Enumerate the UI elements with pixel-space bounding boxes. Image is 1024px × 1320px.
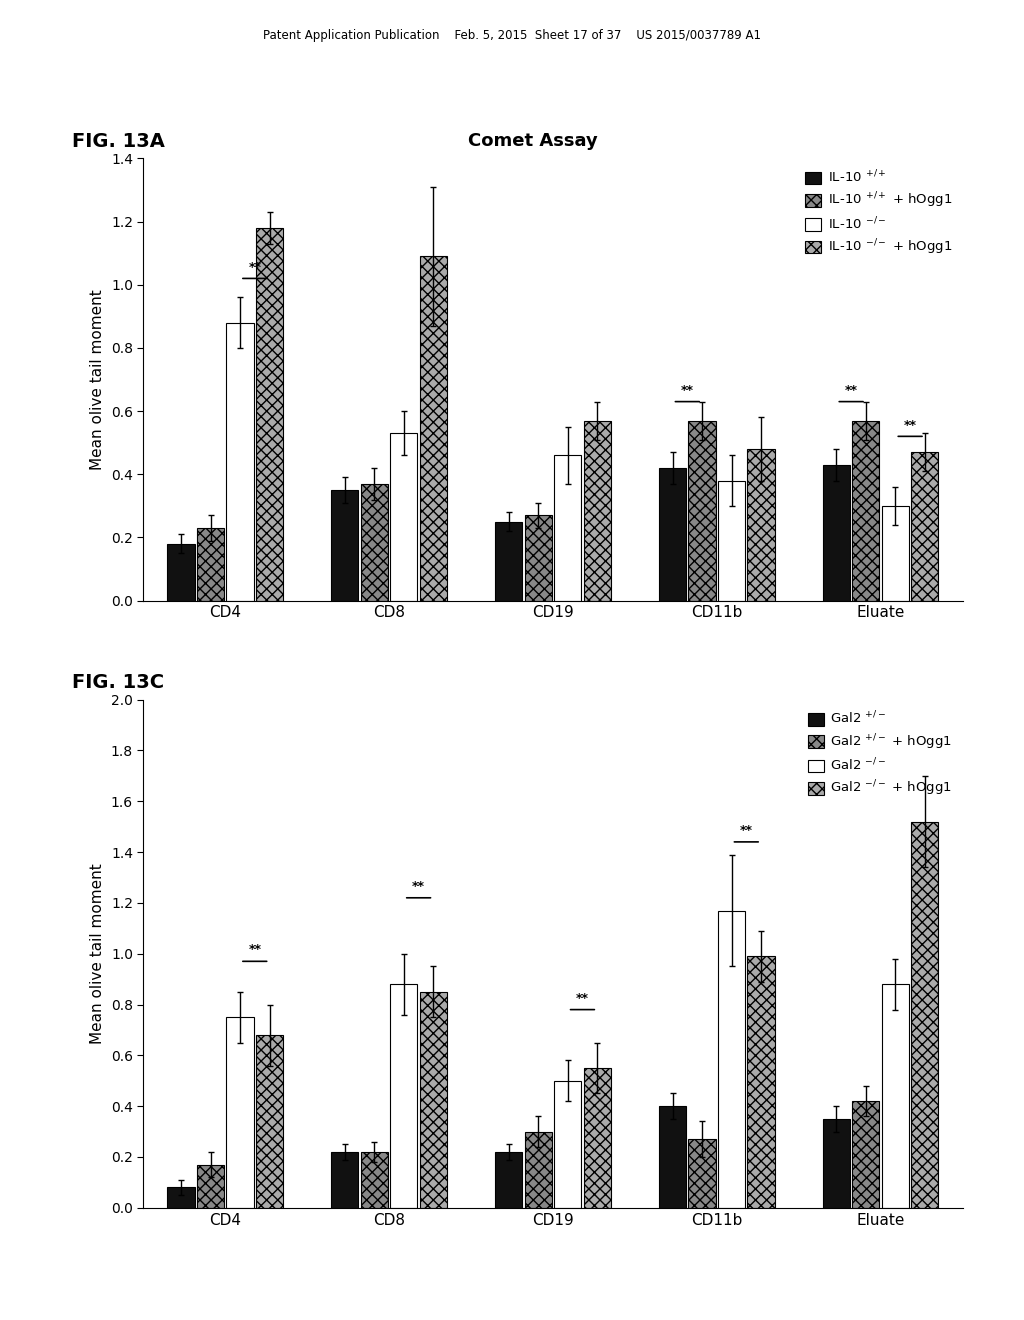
Bar xyxy=(168,1188,195,1208)
Bar xyxy=(584,421,610,601)
Bar xyxy=(256,228,283,601)
Bar xyxy=(659,1106,686,1208)
Text: Comet Assay: Comet Assay xyxy=(468,132,597,150)
Bar xyxy=(390,433,418,601)
Text: **: ** xyxy=(575,991,589,1005)
Y-axis label: Mean olive tail moment: Mean olive tail moment xyxy=(90,289,105,470)
Bar xyxy=(882,985,909,1208)
Bar xyxy=(496,1152,522,1208)
Bar xyxy=(197,528,224,601)
Bar xyxy=(823,465,850,601)
Bar xyxy=(882,506,909,601)
Bar xyxy=(688,421,716,601)
Bar xyxy=(718,480,745,601)
Bar xyxy=(168,544,195,601)
Bar xyxy=(852,1101,880,1208)
Text: Patent Application Publication    Feb. 5, 2015  Sheet 17 of 37    US 2015/003778: Patent Application Publication Feb. 5, 2… xyxy=(263,29,761,42)
Bar xyxy=(496,521,522,601)
Text: **: ** xyxy=(845,384,858,397)
Bar xyxy=(748,956,774,1208)
Legend: Gal2 $^{+/-}$, Gal2 $^{+/-}$ + hOgg1, Gal2 $^{-/-}$, Gal2 $^{-/-}$ + hOgg1: Gal2 $^{+/-}$, Gal2 $^{+/-}$ + hOgg1, Ga… xyxy=(804,706,956,803)
Bar xyxy=(524,1131,552,1208)
Bar xyxy=(360,483,388,601)
Bar xyxy=(332,490,358,601)
Bar xyxy=(390,985,418,1208)
Text: FIG. 13A: FIG. 13A xyxy=(72,132,165,150)
Bar xyxy=(748,449,774,601)
Legend: IL-10 $^{+/+}$, IL-10 $^{+/+}$ + hOgg1, IL-10 $^{-/-}$, IL-10 $^{-/-}$ + hOgg1: IL-10 $^{+/+}$, IL-10 $^{+/+}$ + hOgg1, … xyxy=(802,165,956,261)
Bar xyxy=(420,991,446,1208)
Bar xyxy=(256,1035,283,1208)
Text: **: ** xyxy=(248,261,261,275)
Text: FIG. 13C: FIG. 13C xyxy=(72,673,164,692)
Text: **: ** xyxy=(248,944,261,956)
Bar xyxy=(584,1068,610,1208)
Bar xyxy=(420,256,446,601)
Bar xyxy=(226,322,254,601)
Text: **: ** xyxy=(681,384,694,397)
Bar xyxy=(360,1152,388,1208)
Bar xyxy=(197,1164,224,1208)
Bar xyxy=(911,821,938,1208)
Bar xyxy=(718,911,745,1208)
Bar xyxy=(524,515,552,601)
Bar xyxy=(852,421,880,601)
Text: **: ** xyxy=(412,879,425,892)
Text: **: ** xyxy=(903,418,916,432)
Bar xyxy=(332,1152,358,1208)
Bar xyxy=(554,1081,582,1208)
Bar xyxy=(554,455,582,601)
Bar xyxy=(688,1139,716,1208)
Bar xyxy=(659,467,686,601)
Bar xyxy=(823,1119,850,1208)
Text: **: ** xyxy=(739,824,753,837)
Bar xyxy=(911,453,938,601)
Bar xyxy=(226,1018,254,1208)
Y-axis label: Mean olive tail moment: Mean olive tail moment xyxy=(90,863,105,1044)
